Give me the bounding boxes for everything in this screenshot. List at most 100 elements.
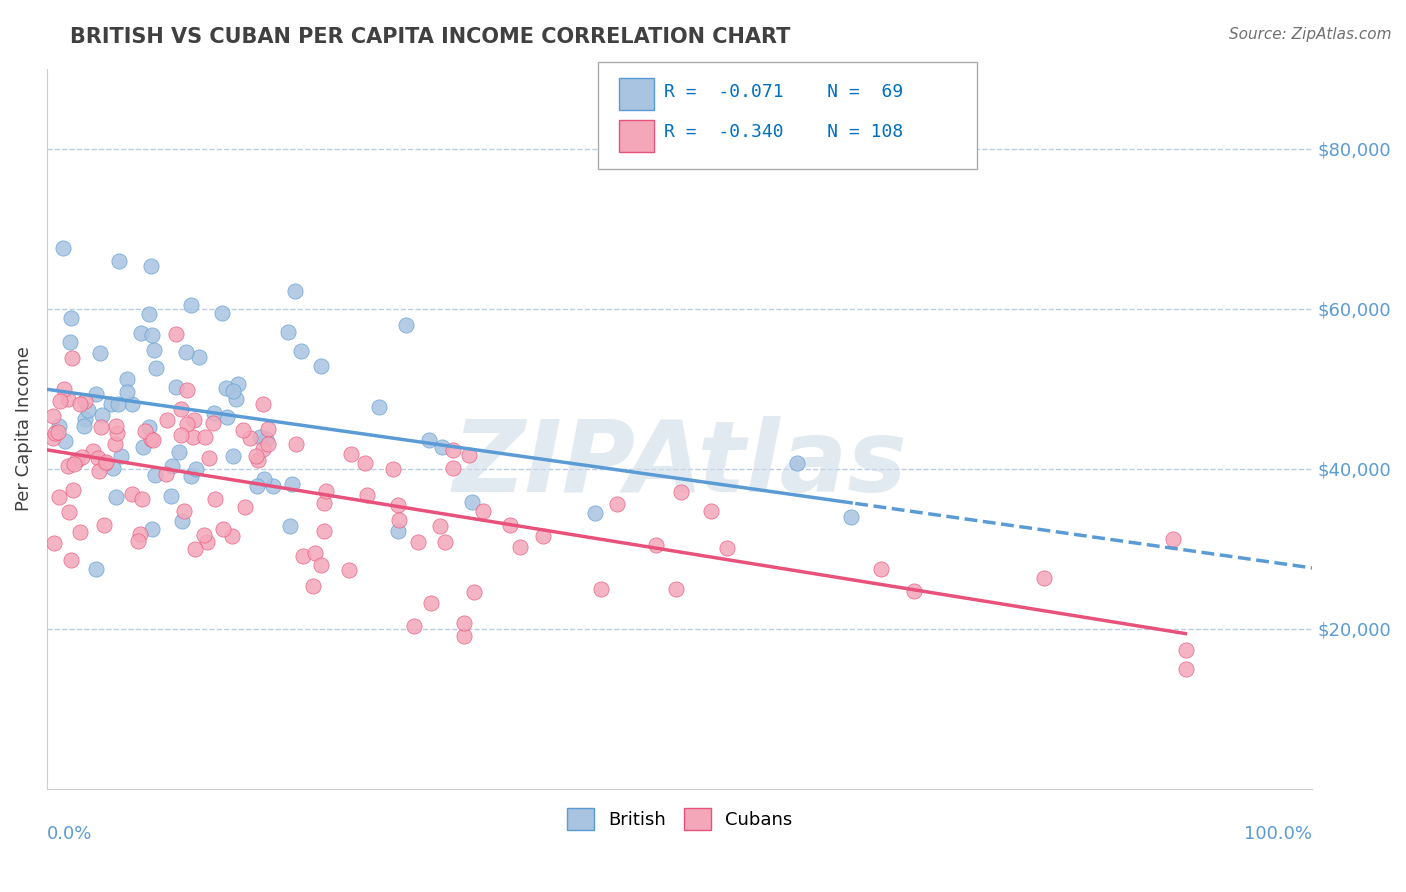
Point [141,522,163,536]
Point [278,519,301,533]
Point [86,450,108,465]
Text: ZIPAtlas: ZIPAtlas [453,417,907,513]
Point [291,549,314,563]
Point [60,310,83,325]
Point [665,582,688,597]
Point [839,509,862,524]
Point [246,452,269,467]
Point [90,420,112,434]
Point [215,410,238,425]
Text: Source: ZipAtlas.com: Source: ZipAtlas.com [1229,27,1392,42]
Point [143,468,166,483]
Point [58,459,80,474]
Point [138,420,160,434]
Point [212,523,235,537]
Point [498,518,520,533]
Point [138,307,160,321]
Point [354,456,377,470]
Point [257,422,280,436]
Point [100,397,122,411]
Point [183,413,205,427]
Point [110,449,132,463]
Point [195,535,218,549]
Y-axis label: Per Capita Income: Per Capita Income [15,346,32,511]
Point [104,437,127,451]
Point [441,461,464,475]
Point [215,381,238,395]
Point [433,535,456,549]
Point [432,441,454,455]
Point [131,326,153,341]
Point [254,432,277,446]
Point [53,434,76,449]
Point [139,432,162,446]
Point [461,495,484,509]
Point [134,424,156,438]
Point [63,457,86,471]
Point [44,536,66,550]
Point [142,343,165,357]
Point [221,450,243,464]
Point [312,524,335,538]
Point [155,467,177,482]
Point [121,396,143,410]
Point [420,597,443,611]
Point [169,401,191,416]
Point [84,562,107,576]
Point [89,346,111,360]
Point [132,441,155,455]
Point [127,534,149,549]
Point [104,490,127,504]
Point [395,318,418,332]
Point [309,359,332,373]
Point [249,430,271,444]
Point [77,403,100,417]
Point [170,427,193,442]
Point [1174,642,1197,657]
Point [145,360,167,375]
Point [42,409,65,424]
Point [245,450,267,464]
Point [472,504,495,518]
Point [52,241,75,255]
Point [253,472,276,486]
Point [312,496,335,510]
Point [903,584,925,599]
Point [108,254,131,268]
Point [66,453,89,467]
Point [284,284,307,298]
Point [48,393,70,408]
Point [1163,532,1185,546]
Point [176,383,198,397]
Point [198,451,221,466]
Point [418,433,440,447]
Point [115,372,138,386]
Point [262,479,284,493]
Point [160,489,183,503]
Point [93,518,115,533]
Point [107,396,129,410]
Point [101,461,124,475]
Point [72,418,94,433]
Point [870,562,893,576]
Text: 100.0%: 100.0% [1244,825,1312,843]
Point [531,529,554,543]
Point [142,434,165,448]
Point [583,506,606,520]
Text: R =  -0.340    N = 108: R = -0.340 N = 108 [664,123,903,141]
Point [128,526,150,541]
Point [387,498,409,512]
Point [184,541,207,556]
Point [202,406,225,420]
Point [304,546,326,560]
Point [387,524,409,538]
Point [463,585,485,599]
Point [167,445,190,459]
Point [94,457,117,471]
Point [56,392,79,406]
Point [225,392,247,406]
Point [285,436,308,450]
Point [173,504,195,518]
Point [280,477,302,491]
Point [165,326,187,341]
